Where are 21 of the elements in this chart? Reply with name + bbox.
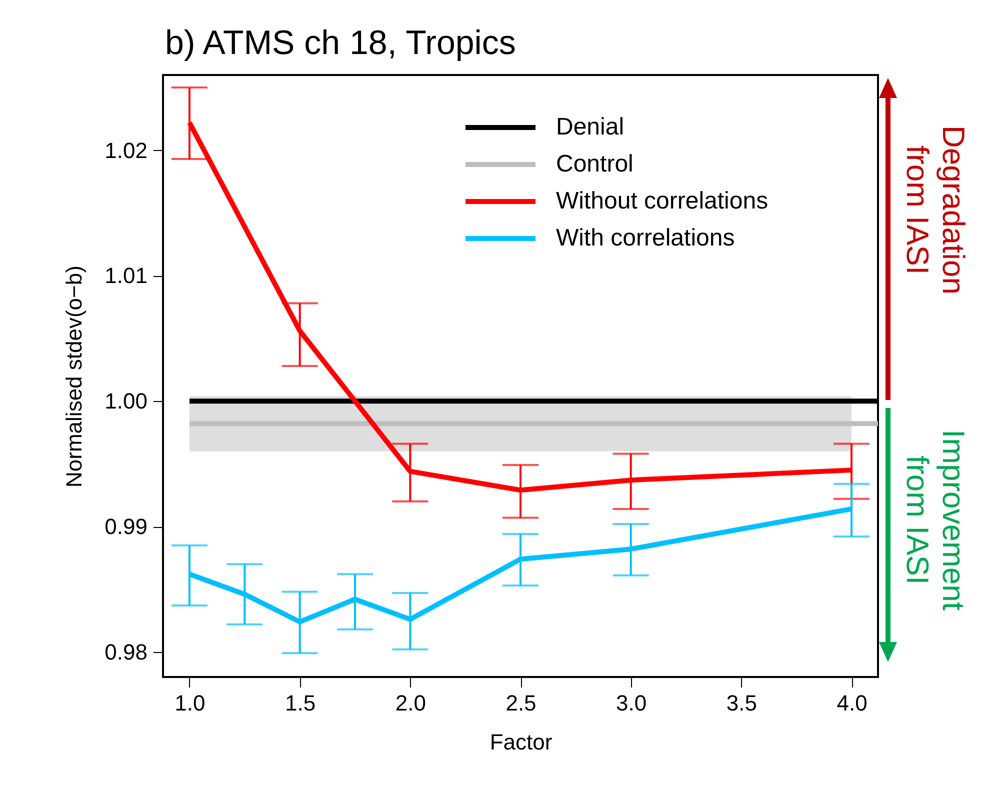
x-tick-label: 4.0 <box>836 690 868 716</box>
x-tick-label: 3.5 <box>726 690 757 716</box>
y-tick-label: 0.99 <box>104 514 148 539</box>
x-axis-title: Factor <box>490 730 552 754</box>
legend-label: With correlations <box>556 224 735 252</box>
x-tick-label: 2.0 <box>395 690 426 716</box>
legend-label: Control <box>556 150 634 178</box>
x-tick-label: 1.0 <box>174 690 206 716</box>
y-tick-label: 1.02 <box>104 138 148 163</box>
x-tick-label: 2.5 <box>506 690 536 716</box>
x-tick-label: 3.0 <box>616 690 647 716</box>
chart-title: b) ATMS ch 18, Tropics <box>165 24 516 62</box>
legend-label: Without correlations <box>556 188 768 214</box>
text: Degradation from IASI <box>900 126 971 294</box>
text: Improvement from IASI <box>900 430 971 611</box>
x-tick-label: 1.5 <box>285 690 316 716</box>
y-tick-label: 1.00 <box>104 388 148 414</box>
y-tick-label: 0.98 <box>104 639 148 664</box>
legend-label: Denial <box>556 114 624 140</box>
y-tick-label: 1.01 <box>104 263 148 288</box>
y-axis-title: Normalised stdev(o−b) <box>62 266 87 488</box>
